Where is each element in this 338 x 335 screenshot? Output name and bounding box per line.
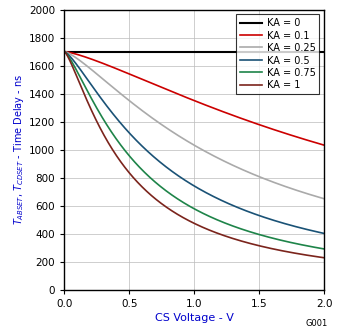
KA = 0.1 (62, 50, 66, 54)
KA = 0.75 (138, 165, 142, 169)
KA = 1 (233, 237, 237, 241)
KA = 0.25 (322, 197, 326, 201)
Line: KA = 0.75: KA = 0.75 (64, 52, 324, 249)
KA = 1 (126, 170, 130, 174)
KA = 0.75 (233, 225, 237, 229)
KA = 0.25 (62, 50, 66, 54)
KA = 0.1 (157, 84, 161, 88)
KA = 0.5 (157, 159, 161, 163)
KA = 1 (277, 248, 282, 252)
KA = 0 (233, 50, 237, 54)
Line: KA = 1: KA = 1 (64, 52, 324, 258)
KA = 0 (277, 50, 282, 54)
KA = 0.25 (157, 121, 161, 125)
KA = 0.25 (233, 164, 237, 168)
KA = 0 (126, 50, 130, 54)
KA = 0.5 (62, 50, 66, 54)
KA = 0 (230, 50, 234, 54)
KA = 0.75 (126, 153, 130, 157)
Legend: KA = 0, KA = 0.1, KA = 0.25, KA = 0.5, KA = 0.75, KA = 1: KA = 0, KA = 0.1, KA = 0.25, KA = 0.5, K… (236, 14, 319, 94)
KA = 0.75 (62, 50, 66, 54)
KA = 0.1 (322, 143, 326, 147)
Line: KA = 0.5: KA = 0.5 (64, 52, 324, 233)
KA = 0 (322, 50, 326, 54)
KA = 0.1 (277, 129, 282, 133)
Text: G001: G001 (306, 319, 328, 328)
KA = 0.5 (322, 231, 326, 236)
KA = 0.75 (277, 238, 282, 242)
KA = 1 (322, 256, 326, 260)
KA = 0.1 (230, 113, 234, 117)
Y-axis label: $T_{ABSET}$, $T_{CDSET}$ - Time Delay - ns: $T_{ABSET}$, $T_{CDSET}$ - Time Delay - … (12, 74, 26, 225)
KA = 1 (62, 50, 66, 54)
KA = 1 (157, 199, 161, 203)
KA = 0.5 (126, 130, 130, 134)
KA = 0.5 (233, 204, 237, 208)
KA = 1 (138, 182, 142, 186)
Line: KA = 0.1: KA = 0.1 (64, 52, 324, 145)
KA = 0 (62, 50, 66, 54)
KA = 0.75 (322, 247, 326, 251)
KA = 0.5 (138, 141, 142, 145)
KA = 0 (138, 50, 142, 54)
KA = 0 (157, 50, 161, 54)
KA = 0.25 (126, 98, 130, 102)
KA = 0.5 (277, 220, 282, 224)
KA = 0.5 (230, 203, 234, 207)
KA = 0.25 (138, 107, 142, 111)
KA = 0.25 (277, 182, 282, 186)
KA = 0.25 (230, 163, 234, 167)
KA = 0.1 (126, 72, 130, 76)
KA = 0.75 (157, 183, 161, 187)
KA = 0.1 (233, 114, 237, 118)
Line: KA = 0.25: KA = 0.25 (64, 52, 324, 199)
KA = 1 (230, 236, 234, 240)
KA = 0.75 (230, 223, 234, 227)
X-axis label: CS Voltage - V: CS Voltage - V (155, 313, 234, 323)
KA = 0.1 (138, 76, 142, 80)
